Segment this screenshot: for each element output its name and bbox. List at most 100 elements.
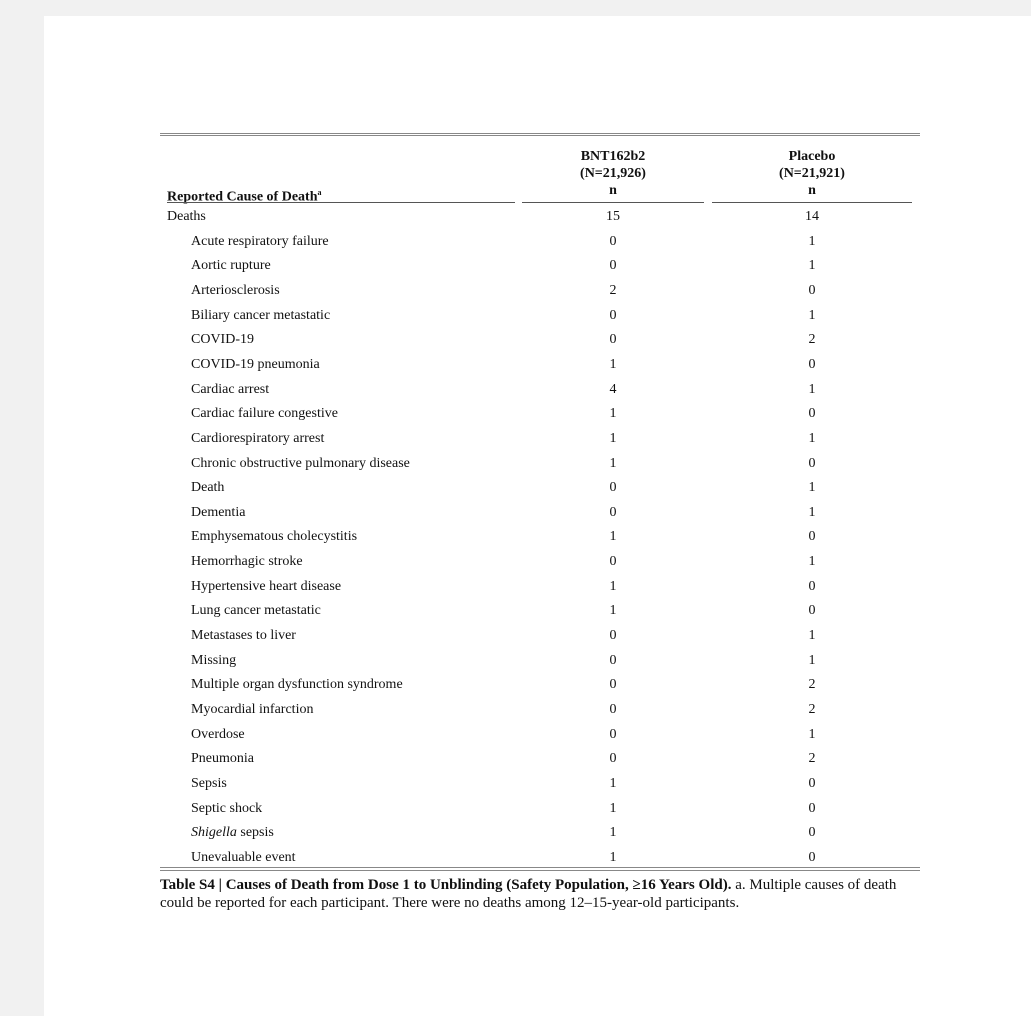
table-row: Aortic rupture 0 1 bbox=[160, 254, 920, 278]
table-row: Lung cancer metastatic 1 0 bbox=[160, 599, 920, 623]
document-page bbox=[44, 16, 1031, 1016]
row-label: Death bbox=[191, 480, 225, 496]
placebo-count: 1 bbox=[808, 726, 816, 742]
bnt162b2-count: 0 bbox=[609, 726, 617, 742]
col1-name: BNT162b2 bbox=[580, 149, 646, 164]
bnt162b2-count: 4 bbox=[609, 381, 617, 397]
header-placebo: Placebo (N=21,921) n bbox=[712, 148, 912, 199]
row-label: Biliary cancer metastatic bbox=[191, 307, 331, 323]
placebo-count: 0 bbox=[808, 603, 816, 619]
placebo-count: 0 bbox=[808, 356, 816, 372]
row-label: Cardiac failure congestive bbox=[191, 406, 338, 422]
row-label: Aortic rupture bbox=[191, 258, 271, 274]
table-row: Chronic obstructive pulmonary disease 1 0 bbox=[160, 452, 920, 476]
bnt162b2-count: 1 bbox=[609, 849, 617, 865]
bnt162b2-count: 1 bbox=[609, 825, 617, 841]
table-row: Septic shock 1 0 bbox=[160, 797, 920, 821]
table-row: Pneumonia 0 2 bbox=[160, 747, 920, 771]
table-top-rule bbox=[160, 133, 920, 136]
bnt162b2-count: 0 bbox=[609, 677, 617, 693]
placebo-count: 1 bbox=[808, 381, 816, 397]
table-row: COVID-19 pneumonia 1 0 bbox=[160, 353, 920, 377]
table-row: Multiple organ dysfunction syndrome 0 2 bbox=[160, 673, 920, 697]
table-row: Cardiac failure congestive 1 0 bbox=[160, 402, 920, 426]
placebo-count: 0 bbox=[808, 578, 816, 594]
placebo-count: 1 bbox=[808, 233, 816, 249]
table-row: Metastases to liver 0 1 bbox=[160, 624, 920, 648]
placebo-count: 1 bbox=[808, 430, 816, 446]
table-row: Emphysematous cholecystitis 1 0 bbox=[160, 525, 920, 549]
placebo-count: 0 bbox=[808, 455, 816, 471]
table-row: Sepsis 1 0 bbox=[160, 772, 920, 796]
row-label: Myocardial infarction bbox=[191, 702, 314, 717]
row-label: Multiple organ dysfunction syndrome bbox=[191, 677, 403, 693]
bnt162b2-count: 1 bbox=[609, 800, 617, 816]
row-label: Chronic obstructive pulmonary disease bbox=[191, 455, 410, 471]
caption-text: a. Multiple causes of death could be rep… bbox=[160, 877, 897, 911]
table-row: Cardiorespiratory arrest 1 1 bbox=[160, 427, 920, 451]
col1-unit: n bbox=[609, 183, 617, 198]
table-row: Unevaluable event 1 0 bbox=[160, 846, 920, 870]
table-row: Arteriosclerosis 2 0 bbox=[160, 279, 920, 303]
header-cause-of-death: Reported Cause of Deatha bbox=[167, 184, 321, 206]
placebo-count: 0 bbox=[808, 849, 816, 865]
header-label: Reported Cause of Death bbox=[167, 189, 318, 205]
table-row: Missing 0 1 bbox=[160, 649, 920, 673]
bnt162b2-count: 1 bbox=[609, 356, 617, 372]
placebo-count: 0 bbox=[808, 775, 816, 791]
bnt162b2-count: 1 bbox=[609, 603, 617, 619]
placebo-count: 2 bbox=[808, 332, 816, 348]
table-bottom-rule bbox=[160, 867, 920, 871]
table-row: Dementia 0 1 bbox=[160, 501, 920, 525]
bnt162b2-count: 0 bbox=[609, 628, 617, 644]
header-rule bbox=[712, 202, 912, 203]
row-label: Deaths bbox=[167, 209, 206, 224]
placebo-count: 0 bbox=[808, 529, 816, 545]
table-row: Cardiac arrest 4 1 bbox=[160, 378, 920, 402]
row-label: Missing bbox=[191, 652, 237, 668]
row-label: Hemorrhagic stroke bbox=[191, 554, 303, 570]
row-label: Unevaluable event bbox=[191, 849, 296, 865]
placebo-count: 1 bbox=[808, 504, 816, 520]
table-row: Biliary cancer metastatic 0 1 bbox=[160, 304, 920, 328]
row-label: Hypertensive heart disease bbox=[191, 578, 342, 594]
placebo-count: 0 bbox=[808, 825, 816, 841]
placebo-count: 1 bbox=[808, 258, 816, 274]
table-row: Death 0 1 bbox=[160, 476, 920, 500]
col2-unit: n bbox=[808, 183, 816, 198]
table-row: Myocardial infarction 0 2 bbox=[160, 698, 920, 722]
bnt162b2-count: 0 bbox=[609, 332, 617, 348]
placebo-count: 2 bbox=[808, 702, 816, 717]
placebo-count: 2 bbox=[808, 751, 816, 767]
row-label: Cardiorespiratory arrest bbox=[191, 430, 325, 446]
table-row: Deaths 15 14 bbox=[160, 205, 920, 229]
row-label: Lung cancer metastatic bbox=[191, 603, 321, 619]
bnt162b2-count: 1 bbox=[609, 775, 617, 791]
row-label: Pneumonia bbox=[191, 751, 254, 767]
placebo-count: 0 bbox=[808, 800, 816, 816]
col2-n: (N=21,921) bbox=[779, 166, 845, 181]
table-row: Acute respiratory failure 0 1 bbox=[160, 230, 920, 254]
bnt162b2-count: 2 bbox=[609, 282, 617, 298]
bnt162b2-count: 0 bbox=[609, 702, 617, 717]
row-label: COVID-19 pneumonia bbox=[191, 356, 320, 372]
table-row: Shigella sepsis 1 0 bbox=[160, 821, 920, 845]
row-label: Sepsis bbox=[191, 775, 227, 791]
row-label: Shigella sepsis bbox=[191, 825, 274, 841]
placebo-count: 0 bbox=[808, 406, 816, 422]
row-label: Dementia bbox=[191, 504, 246, 520]
bnt162b2-count: 0 bbox=[609, 554, 617, 570]
row-label: COVID-19 bbox=[191, 332, 254, 348]
placebo-count: 1 bbox=[808, 652, 816, 668]
row-label: Arteriosclerosis bbox=[191, 282, 280, 298]
row-label: Septic shock bbox=[191, 800, 263, 816]
col1-n: (N=21,926) bbox=[580, 166, 646, 181]
bnt162b2-count: 0 bbox=[609, 233, 617, 249]
bnt162b2-count: 15 bbox=[606, 209, 620, 224]
row-label: Cardiac arrest bbox=[191, 381, 270, 397]
bnt162b2-count: 0 bbox=[609, 480, 617, 496]
footnote-marker: a bbox=[317, 188, 322, 197]
placebo-count: 0 bbox=[808, 282, 816, 298]
row-label: Emphysematous cholecystitis bbox=[191, 529, 358, 545]
bnt162b2-count: 1 bbox=[609, 529, 617, 545]
